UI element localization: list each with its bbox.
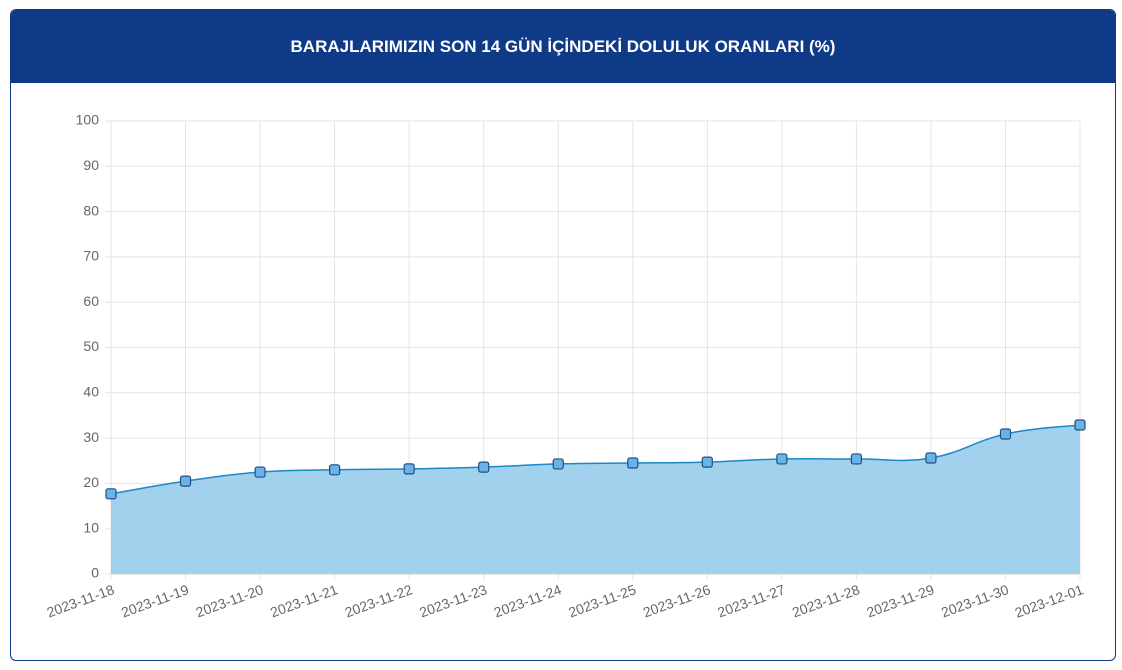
point-marker (627, 457, 639, 469)
area-fill (111, 424, 1080, 574)
x-tick-label: 2023-11-18 (44, 581, 116, 620)
y-tick-label: 10 (83, 519, 99, 535)
point-marker (1074, 419, 1086, 431)
point-marker (552, 458, 564, 470)
point-marker (701, 456, 713, 468)
chart-card: BARAJLARIMIZIN SON 14 GÜN İÇİNDEKİ DOLUL… (10, 9, 1116, 661)
y-tick-label: 0 (91, 565, 99, 581)
point-marker (105, 488, 117, 500)
point-marker (925, 452, 937, 464)
point-marker (329, 464, 341, 476)
y-tick-label: 50 (83, 338, 99, 354)
y-tick-label: 80 (83, 202, 99, 218)
x-tick-label: 2023-11-30 (939, 581, 1011, 620)
x-tick-label: 2023-12-01 (1013, 581, 1086, 621)
y-tick-label: 30 (83, 429, 99, 445)
x-tick-label: 2023-11-25 (566, 581, 638, 620)
area-line (110, 424, 1081, 495)
y-tick-label: 100 (76, 112, 100, 128)
x-tick-label: 2023-11-21 (268, 581, 340, 620)
chart-title: BARAJLARIMIZIN SON 14 GÜN İÇİNDEKİ DOLUL… (11, 10, 1115, 83)
y-tick-label: 90 (83, 157, 99, 173)
y-tick-label: 20 (83, 474, 99, 490)
point-marker (403, 463, 415, 475)
x-tick-label: 2023-11-19 (119, 581, 191, 620)
point-marker (254, 466, 266, 478)
y-tick-label: 70 (83, 248, 99, 264)
point-marker (999, 428, 1012, 440)
point-marker (776, 453, 788, 465)
point-marker (179, 475, 192, 487)
y-tick-label: 60 (83, 293, 99, 309)
x-tick-label: 2023-11-22 (343, 581, 415, 620)
y-tick-label: 40 (83, 384, 99, 400)
x-tick-label: 2023-11-24 (492, 581, 564, 620)
x-tick-label: 2023-11-29 (864, 581, 936, 620)
x-tick-label: 2023-11-20 (194, 581, 266, 620)
x-tick-label: 2023-11-28 (790, 581, 862, 620)
point-marker (478, 461, 490, 473)
x-tick-label: 2023-11-26 (641, 581, 713, 620)
point-marker (850, 453, 862, 465)
x-tick-label: 2023-11-23 (417, 581, 489, 620)
x-tick-label: 2023-11-27 (715, 581, 787, 620)
